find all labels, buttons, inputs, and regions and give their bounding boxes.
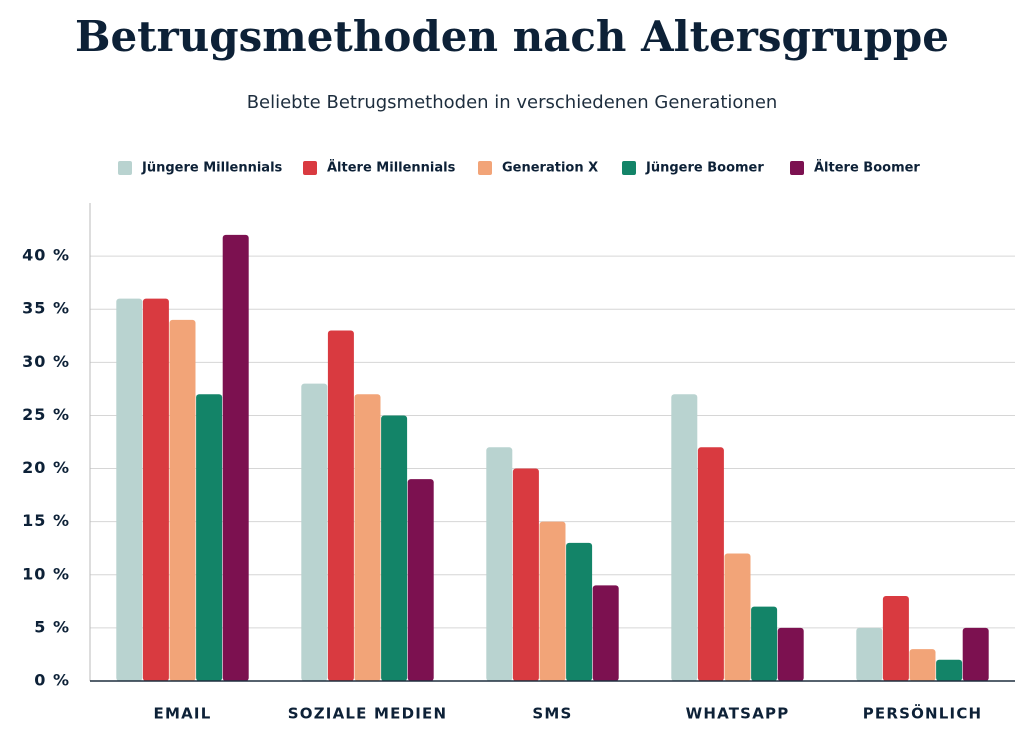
bar xyxy=(196,394,223,681)
x-tick-label: SOZIALE MEDIEN xyxy=(288,705,447,723)
legend-swatch xyxy=(303,161,317,175)
bar xyxy=(962,627,989,681)
legend-label: Ältere Boomer xyxy=(814,160,920,176)
legend-label: Jüngere Boomer xyxy=(645,161,764,176)
bar xyxy=(301,383,328,681)
bar xyxy=(566,542,593,681)
y-tick-label: 25 % xyxy=(22,405,70,424)
bar xyxy=(354,394,381,681)
x-tick-label: EMAIL xyxy=(154,705,212,723)
bar xyxy=(697,447,724,681)
bar xyxy=(116,298,143,681)
bar xyxy=(486,447,513,681)
bar xyxy=(909,649,936,681)
chart-subtitle: Beliebte Betrugsmethoden in verschiedene… xyxy=(247,92,778,113)
y-tick-label: 30 % xyxy=(22,352,70,371)
legend-swatch xyxy=(790,161,804,175)
bar xyxy=(856,627,883,681)
legend-swatch xyxy=(622,161,636,175)
legend-label: Ältere Millennials xyxy=(327,160,456,176)
y-tick-label: 40 % xyxy=(22,246,70,265)
x-tick-label: PERSÖNLICH xyxy=(863,704,983,723)
legend-swatch xyxy=(478,161,492,175)
bar xyxy=(169,319,196,681)
bar xyxy=(592,585,619,681)
legend-label: Generation X xyxy=(502,161,598,176)
legend-swatch xyxy=(118,161,132,175)
x-tick-label: WHATSAPP xyxy=(686,705,790,723)
bar xyxy=(936,659,963,681)
bar xyxy=(671,394,698,681)
bar xyxy=(381,415,408,681)
bar xyxy=(724,553,751,681)
bar xyxy=(882,596,909,681)
y-tick-label: 15 % xyxy=(22,511,70,530)
chart-title: Betrugsmethoden nach Altersgruppe xyxy=(75,12,949,61)
y-tick-label: 0 % xyxy=(34,671,70,690)
bar xyxy=(327,330,354,681)
bar xyxy=(539,521,566,681)
y-tick-label: 10 % xyxy=(22,564,70,583)
x-tick-label: SMS xyxy=(532,705,572,723)
y-tick-label: 35 % xyxy=(22,299,70,318)
y-tick-label: 5 % xyxy=(34,617,70,636)
bar xyxy=(407,479,434,681)
bar xyxy=(222,234,249,681)
bar xyxy=(142,298,169,681)
y-tick-label: 20 % xyxy=(22,458,70,477)
legend-label: Jüngere Millennials xyxy=(141,161,283,176)
bar xyxy=(751,606,778,681)
bar xyxy=(777,627,804,681)
bar xyxy=(512,468,539,681)
